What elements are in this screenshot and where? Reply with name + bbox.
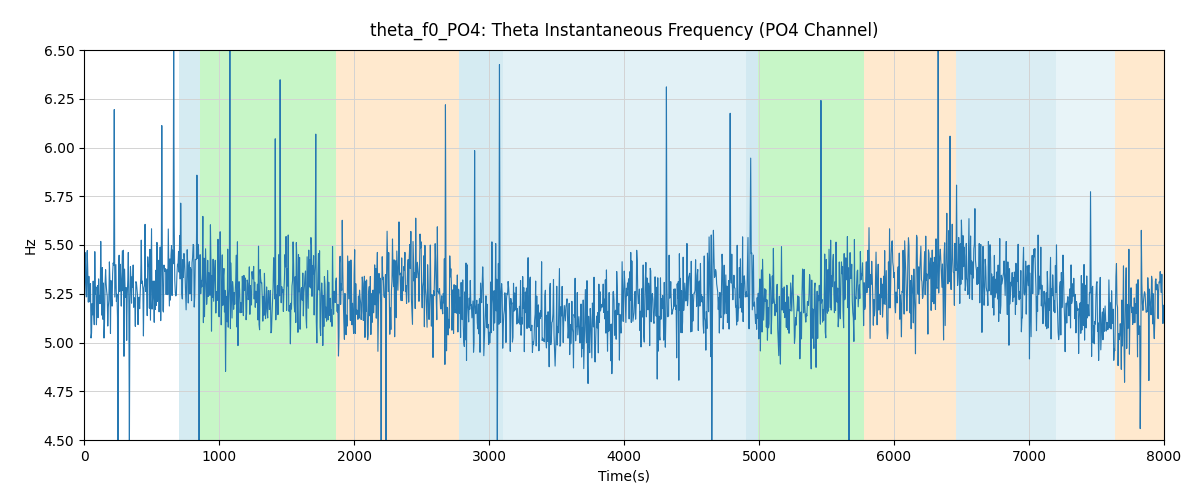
Bar bbox=[200, 50, 336, 440]
Bar bbox=[1116, 50, 1164, 440]
X-axis label: Time(s): Time(s) bbox=[598, 470, 650, 484]
Bar bbox=[745, 50, 757, 440]
Bar bbox=[460, 50, 503, 440]
Bar bbox=[336, 50, 460, 440]
Bar bbox=[757, 50, 864, 440]
Y-axis label: Hz: Hz bbox=[24, 236, 38, 254]
Bar bbox=[179, 50, 200, 440]
Bar bbox=[956, 50, 1056, 440]
Bar bbox=[1056, 50, 1116, 440]
Bar bbox=[864, 50, 956, 440]
Bar bbox=[503, 50, 745, 440]
Title: theta_f0_PO4: Theta Instantaneous Frequency (PO4 Channel): theta_f0_PO4: Theta Instantaneous Freque… bbox=[370, 22, 878, 40]
